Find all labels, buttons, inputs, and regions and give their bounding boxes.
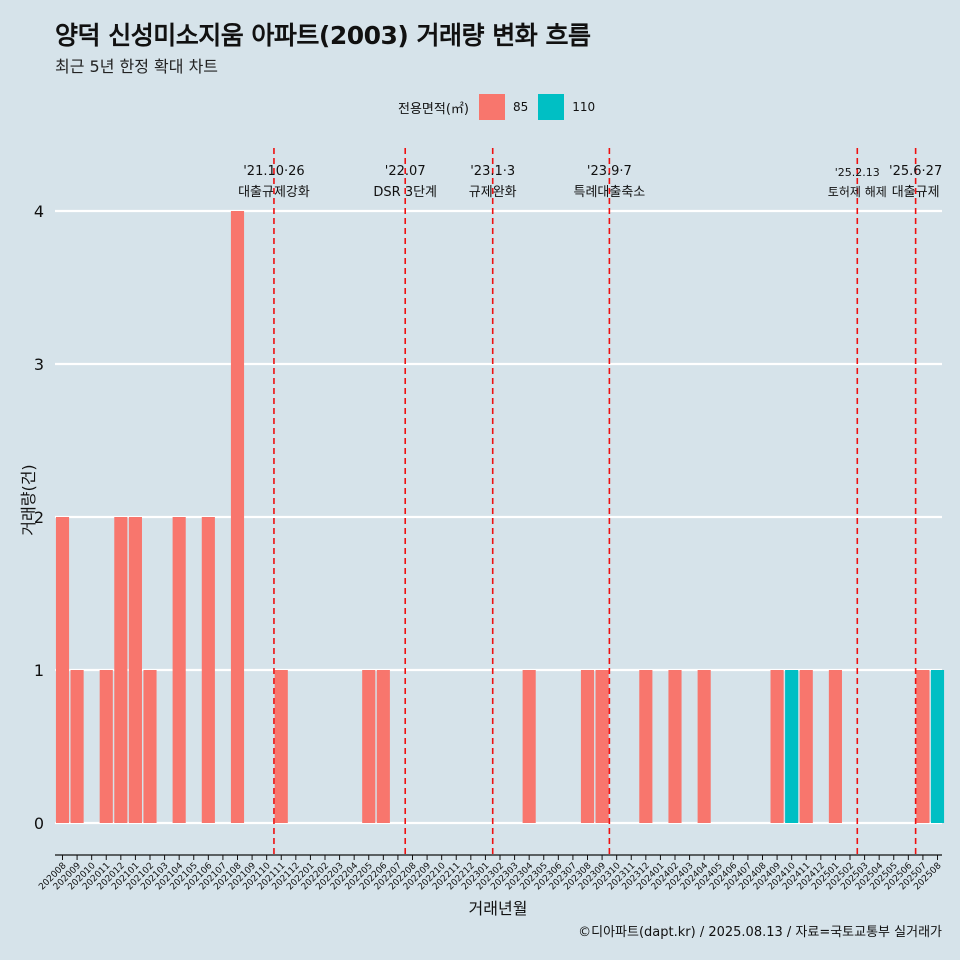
- event-name-label: DSR 3단계: [373, 185, 437, 200]
- bar-85-202206: [376, 670, 390, 823]
- bar-85-202008: [55, 517, 70, 823]
- source-credit: ©디아파트(dapt.kr) / 2025.08.13 / 자료=국토교통부 실…: [578, 925, 942, 940]
- bar-85-202011: [99, 670, 113, 823]
- bar-85-202106: [201, 517, 215, 823]
- bar-85-202411: [799, 670, 813, 823]
- bar-85-202101: [128, 517, 142, 823]
- legend-title: 전용면적(㎡): [398, 101, 469, 117]
- event-name-label: 대출규제: [892, 185, 940, 200]
- event-date-label: '22.07: [385, 164, 426, 179]
- event-name-label: 대출규제강화: [238, 185, 310, 200]
- bar-85-202108: [230, 211, 245, 823]
- x-axis-title: 거래년월: [469, 899, 528, 918]
- legend-item-85: 85: [478, 94, 529, 120]
- bar-85-202009: [70, 670, 84, 823]
- y-tick-label: 4: [34, 202, 44, 221]
- legend-label-110: 110: [572, 100, 596, 114]
- bar-85-202409: [770, 670, 784, 823]
- bar-85-202309: [595, 670, 609, 823]
- chart-title: 양덕 신성미소지움 아파트(2003) 거래량 변화 흐름: [55, 21, 591, 50]
- bar-85-202104: [172, 517, 186, 823]
- y-tick-label: 2: [34, 508, 44, 527]
- event-date-label: '25.6·27: [889, 164, 942, 179]
- legend-label-85: 85: [512, 100, 529, 114]
- bar-85-202111: [274, 670, 288, 823]
- bar-85-202507: [916, 670, 930, 823]
- event-date-label: '25.2.13: [835, 166, 880, 179]
- bar-85-202304: [522, 670, 536, 823]
- bar-110-202410: [785, 670, 799, 823]
- event-name-label: 특례대출축소: [573, 185, 645, 200]
- y-tick-label: 3: [34, 355, 44, 374]
- legend-key-85: [478, 94, 505, 120]
- y-tick-label: 0: [34, 814, 44, 833]
- bar-85-202012: [114, 517, 128, 823]
- bar-85-202308: [580, 670, 595, 823]
- bar-85-202501: [828, 670, 842, 823]
- event-name-label: 규제완화: [469, 185, 517, 200]
- bar-85-202312: [639, 670, 653, 823]
- chart-subtitle: 최근 5년 한정 확대 차트: [55, 57, 219, 76]
- legend-item-110: 110: [538, 94, 595, 120]
- bar-85-202102: [143, 670, 157, 823]
- event-date-label: '21.10·26: [243, 164, 304, 179]
- event-date-label: '23.1·3: [470, 164, 515, 179]
- legend: 전용면적(㎡) 85 110: [398, 94, 605, 120]
- y-tick-label: 1: [34, 661, 44, 680]
- bar-85-202404: [697, 670, 711, 823]
- legend-key-110: [538, 94, 565, 120]
- bar-85-202402: [668, 670, 682, 823]
- bar-85-202205: [362, 670, 376, 823]
- y-axis-title: 거래량(건): [19, 464, 38, 535]
- bar-110-202508: [930, 670, 945, 823]
- event-name-label: 토허제 해제: [828, 185, 887, 199]
- event-date-label: '23.9·7: [587, 164, 632, 179]
